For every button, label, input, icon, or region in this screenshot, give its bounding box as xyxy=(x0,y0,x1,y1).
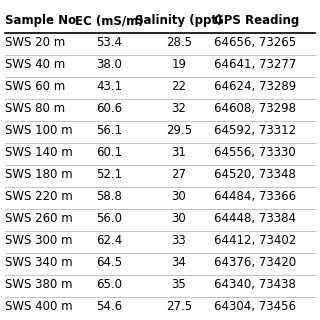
Text: 64556, 73330: 64556, 73330 xyxy=(214,146,296,159)
Text: SWS 220 m: SWS 220 m xyxy=(4,190,72,203)
Text: 64376, 73420: 64376, 73420 xyxy=(214,256,296,269)
Text: 64520, 73348: 64520, 73348 xyxy=(214,168,296,181)
Text: 31: 31 xyxy=(172,146,187,159)
Text: 64592, 73312: 64592, 73312 xyxy=(214,124,296,137)
Text: SWS 400 m: SWS 400 m xyxy=(4,300,72,313)
Text: 56.1: 56.1 xyxy=(96,124,122,137)
Text: SWS 40 m: SWS 40 m xyxy=(4,58,65,71)
Text: SWS 300 m: SWS 300 m xyxy=(4,234,72,247)
Text: SWS 80 m: SWS 80 m xyxy=(4,102,65,115)
Text: 28.5: 28.5 xyxy=(166,36,192,49)
Text: SWS 20 m: SWS 20 m xyxy=(4,36,65,49)
Text: 29.5: 29.5 xyxy=(166,124,192,137)
Text: 30: 30 xyxy=(172,212,187,225)
Text: EC (mS/m): EC (mS/m) xyxy=(75,14,144,27)
Text: 19: 19 xyxy=(172,58,187,71)
Text: Salinity (ppt): Salinity (ppt) xyxy=(135,14,223,27)
Text: 64448, 73384: 64448, 73384 xyxy=(214,212,296,225)
Text: SWS 100 m: SWS 100 m xyxy=(4,124,72,137)
Text: 64304, 73456: 64304, 73456 xyxy=(214,300,296,313)
Text: 60.1: 60.1 xyxy=(96,146,122,159)
Text: 27: 27 xyxy=(172,168,187,181)
Text: 56.0: 56.0 xyxy=(96,212,122,225)
Text: 64641, 73277: 64641, 73277 xyxy=(214,58,296,71)
Text: GPS Reading: GPS Reading xyxy=(214,14,299,27)
Text: 64340, 73438: 64340, 73438 xyxy=(214,278,296,291)
Text: 22: 22 xyxy=(172,80,187,93)
Text: 64624, 73289: 64624, 73289 xyxy=(214,80,296,93)
Text: SWS 180 m: SWS 180 m xyxy=(4,168,72,181)
Text: 34: 34 xyxy=(172,256,187,269)
Text: 53.4: 53.4 xyxy=(96,36,122,49)
Text: 38.0: 38.0 xyxy=(96,58,122,71)
Text: 60.6: 60.6 xyxy=(96,102,122,115)
Text: 64608, 73298: 64608, 73298 xyxy=(214,102,296,115)
Text: 32: 32 xyxy=(172,102,187,115)
Text: 64412, 73402: 64412, 73402 xyxy=(214,234,296,247)
Text: 65.0: 65.0 xyxy=(96,278,122,291)
Text: 58.8: 58.8 xyxy=(96,190,122,203)
Text: Sample No: Sample No xyxy=(4,14,76,27)
Text: 64656, 73265: 64656, 73265 xyxy=(214,36,296,49)
Text: SWS 140 m: SWS 140 m xyxy=(4,146,72,159)
Text: 30: 30 xyxy=(172,190,187,203)
Text: SWS 60 m: SWS 60 m xyxy=(4,80,65,93)
Text: SWS 340 m: SWS 340 m xyxy=(4,256,72,269)
Text: 62.4: 62.4 xyxy=(96,234,122,247)
Text: SWS 260 m: SWS 260 m xyxy=(4,212,72,225)
Text: 52.1: 52.1 xyxy=(96,168,122,181)
Text: 64484, 73366: 64484, 73366 xyxy=(214,190,296,203)
Text: 54.6: 54.6 xyxy=(96,300,122,313)
Text: 43.1: 43.1 xyxy=(96,80,122,93)
Text: SWS 380 m: SWS 380 m xyxy=(4,278,72,291)
Text: 27.5: 27.5 xyxy=(166,300,192,313)
Text: 33: 33 xyxy=(172,234,187,247)
Text: 64.5: 64.5 xyxy=(96,256,122,269)
Text: 35: 35 xyxy=(172,278,187,291)
